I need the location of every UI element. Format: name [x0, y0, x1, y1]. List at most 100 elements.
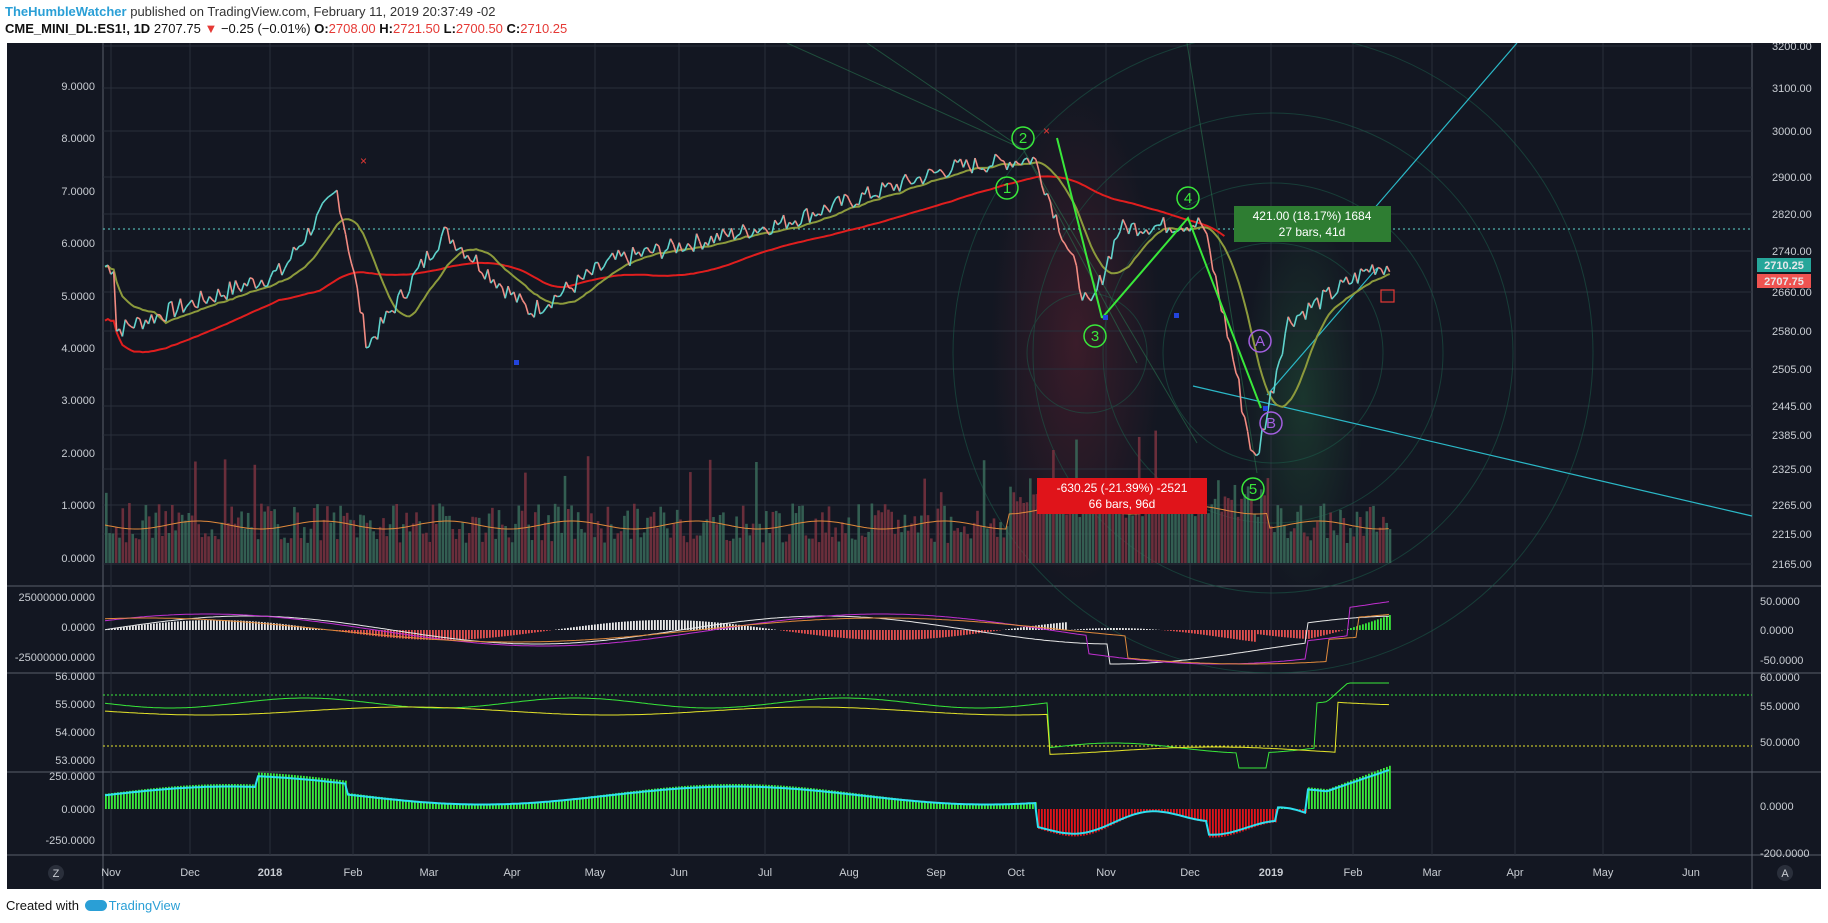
momentum-bar	[117, 792, 119, 809]
momentum-bar	[264, 772, 266, 809]
volume-bar	[573, 538, 577, 563]
macd-bar	[897, 630, 899, 640]
macd-bar	[132, 626, 134, 630]
volume-bar	[633, 503, 636, 563]
price-segment	[124, 319, 129, 325]
momentum-bar	[591, 796, 593, 809]
macd-bar	[720, 622, 722, 630]
momentum-bar	[951, 802, 953, 809]
chart-canvas[interactable]: × × 1 2 3 4 5 A	[7, 43, 1821, 889]
momentum-bar	[1164, 809, 1166, 813]
price-segment	[782, 214, 788, 229]
momentum-bar	[816, 788, 818, 809]
volume-bar	[933, 541, 936, 563]
time-axis: Nov Dec 2018 Feb Mar Apr May Jun Jul Aug…	[101, 867, 1700, 879]
price-segment	[1386, 265, 1391, 273]
volume-bar	[461, 522, 464, 563]
osc-right-axis: 60.0000 55.0000 50.0000	[1760, 672, 1800, 749]
volume-bar	[1299, 505, 1303, 563]
volume-bar	[788, 534, 791, 563]
price-segment	[1098, 274, 1104, 286]
volume-bar	[540, 540, 544, 563]
svg-text:2820.00: 2820.00	[1772, 209, 1812, 221]
volume-bar	[322, 519, 326, 563]
zoom-reset-button[interactable]: Z	[48, 865, 64, 881]
price-segment	[220, 294, 225, 298]
price-segment	[1035, 159, 1040, 171]
macd-bar	[1224, 630, 1226, 638]
macd-bar	[390, 630, 392, 638]
price-segment	[507, 285, 512, 296]
tradingview-link[interactable]: TradingView	[108, 898, 181, 913]
momentum-bar	[594, 795, 596, 809]
momentum-bar	[912, 799, 914, 809]
macd-bar	[378, 630, 380, 637]
price-segment	[542, 307, 547, 313]
macd-bar	[585, 625, 587, 630]
macd-bar	[915, 630, 917, 640]
price-segment	[1264, 411, 1269, 430]
svg-text:Z: Z	[53, 868, 60, 880]
author-link[interactable]: TheHumbleWatcher	[5, 4, 127, 19]
momentum-bar	[327, 778, 329, 809]
momentum-bar	[891, 797, 893, 809]
momentum-bar	[1371, 772, 1373, 809]
momentum-bar	[693, 785, 695, 809]
price-segment	[901, 173, 907, 181]
price-segment	[661, 251, 666, 259]
momentum-bar	[744, 784, 746, 809]
volume-bar	[699, 535, 702, 563]
macd-bar	[1242, 630, 1244, 641]
volume-bar	[299, 538, 303, 563]
price-segment	[881, 182, 886, 188]
macd-bar	[138, 625, 140, 630]
svg-text:2165.00: 2165.00	[1772, 559, 1812, 571]
price-segment	[318, 202, 324, 210]
macd-bar	[1011, 628, 1013, 630]
momentum-bar	[921, 800, 923, 809]
price-segment	[658, 245, 663, 259]
macd-bar	[240, 620, 242, 630]
volume-bar	[712, 517, 715, 563]
volume-bar	[1326, 537, 1329, 563]
created-label: Created with	[6, 898, 79, 913]
momentum-bar	[411, 800, 413, 809]
price-segment	[1090, 294, 1095, 302]
macd-bar	[1020, 627, 1022, 630]
volume-bar	[887, 509, 890, 563]
volume-bar	[606, 506, 610, 563]
macd-bar	[1215, 630, 1217, 637]
macd-bar	[528, 630, 530, 634]
macd-bar	[1227, 630, 1229, 639]
measure-down-box[interactable]: -630.25 (-21.39%) -2521 66 bars, 96d	[1037, 478, 1207, 514]
momentum-bar	[849, 792, 851, 809]
momentum-bar	[120, 791, 122, 809]
macd-bar	[606, 623, 608, 630]
volume-bar	[1250, 498, 1253, 563]
price-segment	[533, 299, 538, 318]
macd-bar	[981, 630, 983, 633]
macd-bar	[591, 624, 593, 630]
momentum-bar	[969, 803, 971, 809]
momentum-bar	[840, 791, 842, 809]
volume-bar	[1091, 481, 1095, 563]
macd-bar	[282, 624, 284, 630]
price-segment	[495, 283, 501, 289]
momentum-bar	[1047, 809, 1049, 832]
macd-bar	[621, 621, 623, 630]
measure-up-box[interactable]: 421.00 (18.17%) 1684 27 bars, 41d	[1234, 206, 1391, 242]
momentum-bar	[168, 786, 170, 809]
auto-scale-button[interactable]: A	[1777, 865, 1793, 881]
volume-bar	[593, 537, 596, 563]
momentum-bar	[480, 803, 482, 809]
momentum-bar	[105, 793, 107, 809]
svg-text:0.0000: 0.0000	[61, 553, 95, 565]
volume-bar	[903, 514, 907, 563]
volume-bar	[177, 512, 181, 563]
volume-bar	[227, 522, 230, 563]
volume-bar	[959, 532, 963, 563]
osc-yellow-line	[104, 701, 1390, 755]
momentum-bar	[228, 784, 230, 809]
price-segment	[945, 174, 950, 178]
macd-bar	[762, 627, 764, 630]
